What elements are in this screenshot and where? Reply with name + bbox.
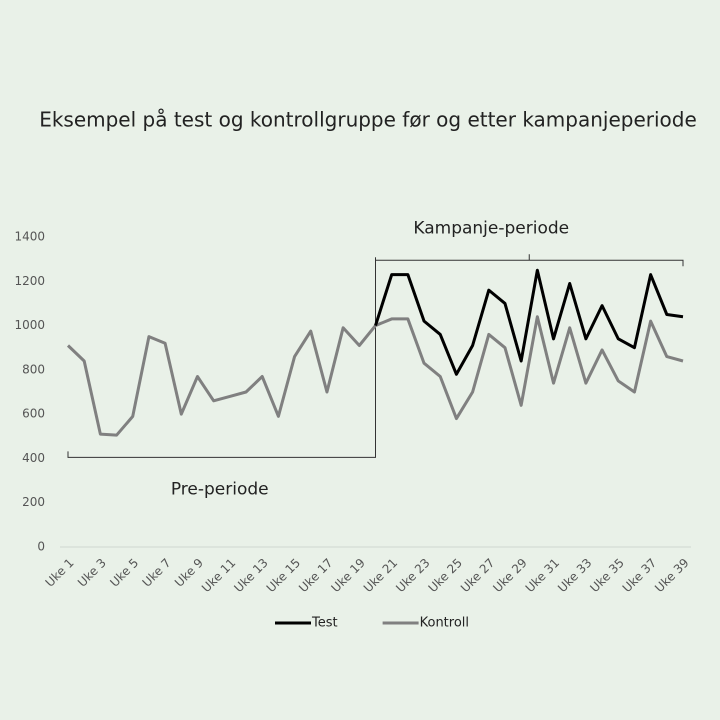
y-tick-label: 200 bbox=[22, 495, 45, 509]
y-tick-label: 1200 bbox=[14, 274, 45, 288]
bracket bbox=[375, 254, 684, 267]
bracket bbox=[67, 257, 376, 458]
y-tick-label: 0 bbox=[37, 540, 45, 554]
annotation: Pre-periode bbox=[171, 479, 269, 499]
y-tick-label: 1000 bbox=[14, 318, 45, 332]
y-tick-label: 1400 bbox=[14, 230, 45, 244]
line bbox=[374, 268, 684, 376]
chart-title: Eksempel på test og kontrollgruppe før o… bbox=[39, 108, 697, 132]
y-tick-label: 600 bbox=[22, 407, 45, 421]
legend-label: Kontroll bbox=[420, 616, 469, 631]
y-tick-label: 800 bbox=[22, 362, 45, 376]
annotation: Kampanje-periode bbox=[413, 218, 569, 238]
legend-label: Test bbox=[311, 616, 338, 631]
y-tick-label: 400 bbox=[22, 451, 45, 465]
